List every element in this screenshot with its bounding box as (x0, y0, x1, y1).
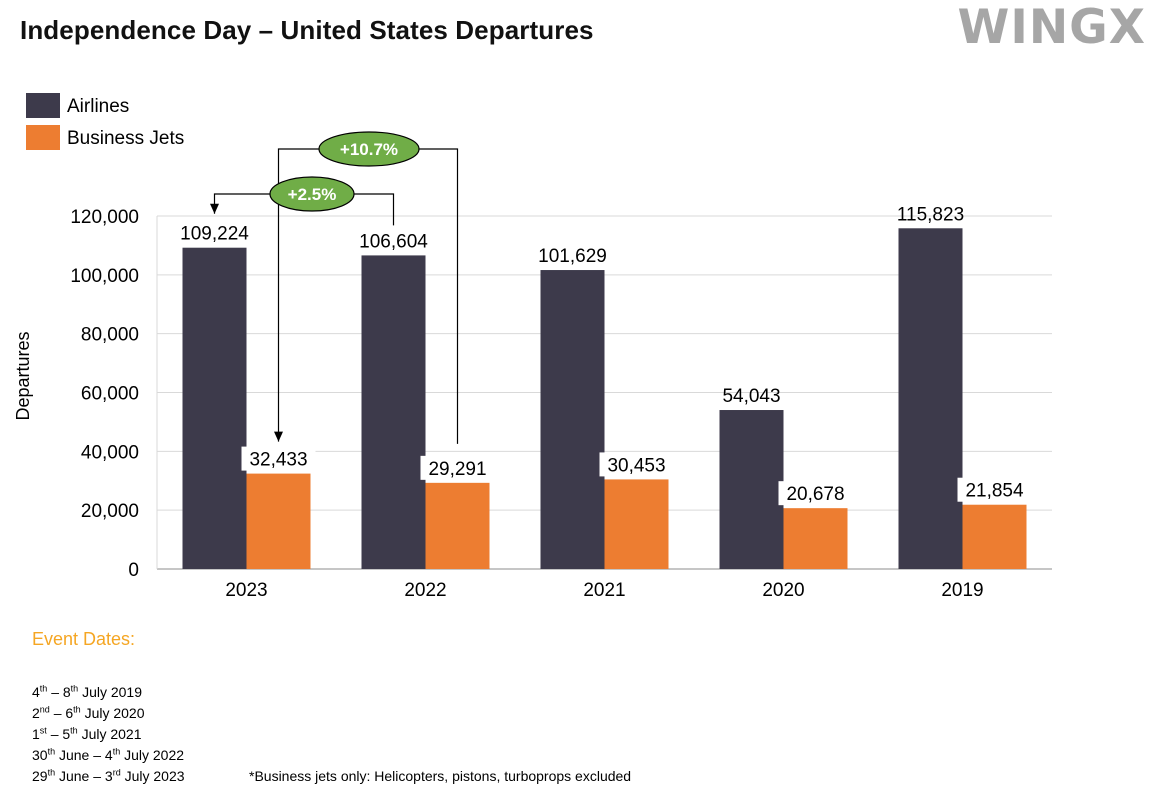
x-tick-label: 2019 (941, 580, 983, 601)
y-tick-label: 60,000 (81, 384, 139, 405)
annotation-label: +2.5% (288, 185, 337, 204)
data-label: 106,604 (359, 231, 428, 252)
y-tick-label: 20,000 (81, 501, 139, 522)
bar-business-jets (604, 479, 669, 569)
annotation-oval (269, 176, 355, 212)
data-label-bg (599, 452, 674, 477)
bar-business-jets (783, 508, 848, 569)
data-label-bg (241, 446, 316, 471)
legend-label: Business Jets (67, 128, 184, 149)
data-label: 115,823 (897, 204, 964, 225)
y-tick-label: 120,000 (70, 207, 139, 228)
footnote: *Business jets only: Helicopters, piston… (249, 768, 632, 784)
data-label: 32,433 (249, 450, 307, 471)
annotation-label: +10.7% (340, 140, 398, 159)
data-label: 54,043 (722, 386, 780, 407)
data-label-bg (957, 477, 1032, 502)
data-label: 20,678 (786, 484, 844, 505)
data-label: 30,453 (607, 455, 665, 476)
event-dates-list: 4th – 8th July 2019 2nd – 6th July 2020 1s… (32, 682, 185, 787)
bar-airlines (719, 410, 784, 569)
data-label: 21,854 (965, 481, 1024, 502)
event-date-item: 29th June – 3rd July 2023 (32, 767, 185, 784)
y-tick-label: 0 (128, 560, 139, 581)
legend-label: Airlines (67, 96, 129, 117)
wingx-logo: WINGX (957, 0, 1146, 55)
y-tick-label: 40,000 (81, 442, 139, 463)
data-label-bg (420, 455, 495, 480)
event-date-item: 2nd – 6th July 2020 (32, 704, 145, 721)
event-dates-title: Event Dates: (32, 629, 136, 649)
x-tick-label: 2023 (225, 580, 267, 601)
y-tick-label: 100,000 (70, 266, 139, 287)
data-label-bg (778, 481, 853, 506)
data-label: 29,291 (428, 459, 486, 480)
bar-airlines (540, 270, 605, 569)
bar-airlines (182, 247, 247, 569)
arrowhead-icon (210, 203, 219, 214)
annotation-oval (318, 131, 420, 167)
legend-swatch (26, 125, 60, 150)
event-date-item: 30th June – 4th July 2022 (32, 746, 185, 763)
event-date-item: 4th – 8th July 2019 (32, 683, 143, 700)
bar-business-jets (962, 504, 1027, 569)
bar-business-jets (246, 473, 311, 569)
data-label: 101,629 (538, 246, 607, 267)
bar-airlines (361, 255, 426, 570)
data-label: 109,224 (180, 224, 249, 245)
y-axis-label: Departures (13, 331, 33, 420)
event-date-item: 1st – 5th July 2021 (32, 725, 142, 742)
x-tick-label: 2022 (404, 580, 446, 601)
chart-title: Independence Day – United States Departu… (20, 15, 594, 45)
x-tick-label: 2020 (762, 580, 804, 601)
legend-swatch (26, 93, 60, 118)
bar-business-jets (425, 482, 490, 569)
bar-airlines (898, 228, 963, 569)
y-tick-label: 80,000 (81, 325, 139, 346)
arrowhead-icon (274, 431, 283, 442)
x-tick-label: 2021 (583, 580, 625, 601)
